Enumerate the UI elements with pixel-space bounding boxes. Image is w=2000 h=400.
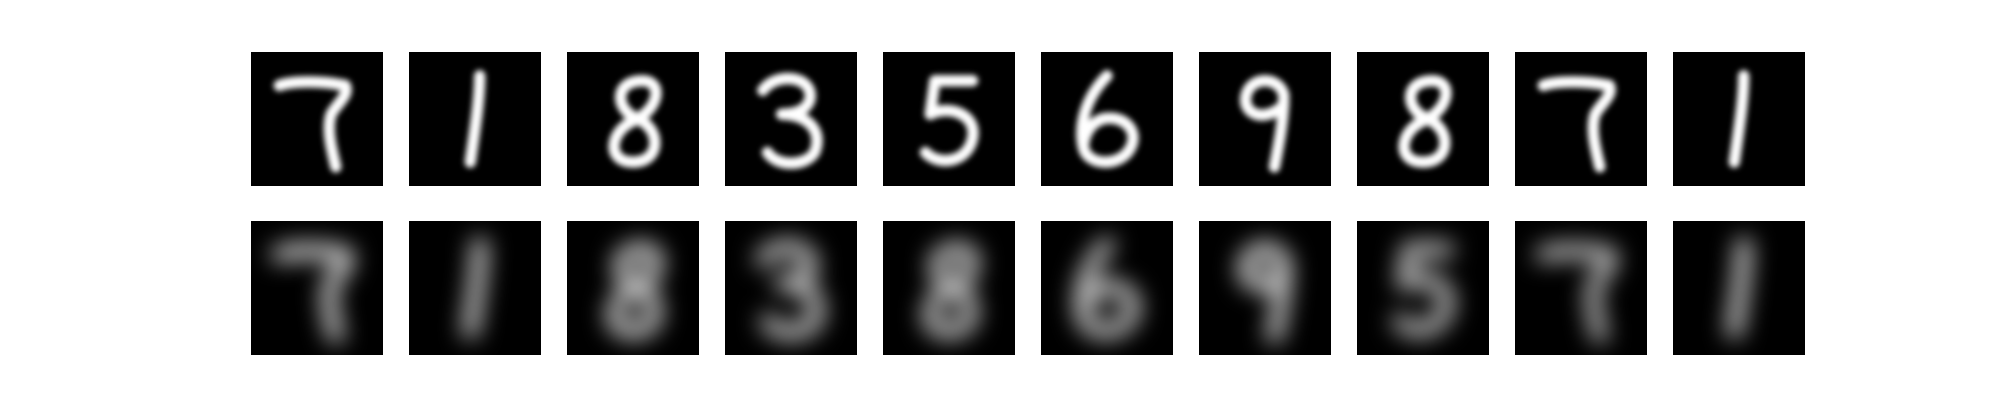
original-digit-tile-8 <box>1357 52 1489 186</box>
digit-stroke <box>273 76 352 173</box>
digit-glyph-3 <box>725 221 857 355</box>
digit-stroke-group <box>1074 237 1141 339</box>
digit-stroke <box>1726 237 1752 339</box>
reconstructed-digit-tile-2 <box>409 221 541 355</box>
digit-stroke <box>606 242 664 339</box>
digit-stroke-group <box>1537 76 1616 173</box>
reconstructed-digit-tile-10 <box>1673 221 1805 355</box>
digit-glyph-7 <box>1515 52 1647 186</box>
digit-stroke-group <box>462 237 488 339</box>
reconstructed-digit-tile-8 <box>1357 221 1489 355</box>
digit-glyph-1 <box>1673 52 1805 186</box>
digit-glyph-8 <box>567 52 699 186</box>
digit-glyph-7 <box>1515 221 1647 355</box>
digit-glyph-9 <box>1199 221 1331 355</box>
digit-stroke <box>1728 70 1750 168</box>
digit-glyph-5 <box>883 52 1015 186</box>
tile-background <box>251 221 383 355</box>
digit-stroke-group <box>271 243 354 344</box>
tile-background <box>251 52 383 186</box>
digit-stroke-group <box>1398 74 1452 168</box>
digit-stroke <box>1076 70 1139 168</box>
original-digit-tile-10 <box>1673 52 1805 186</box>
digit-stroke-group <box>1391 242 1455 338</box>
digit-glyph-3 <box>725 52 857 186</box>
original-digit-tile-3 <box>567 52 699 186</box>
original-digit-tile-2 <box>409 52 541 186</box>
digit-stroke-group <box>922 242 980 339</box>
digit-stroke-group <box>273 76 352 173</box>
digit-stroke <box>1074 237 1141 339</box>
digit-stroke-group <box>464 70 486 168</box>
original-digit-tile-1 <box>251 52 383 186</box>
digit-stroke <box>755 239 825 340</box>
original-digit-tile-7 <box>1199 52 1331 186</box>
digit-glyph-1 <box>409 52 541 186</box>
digit-stroke <box>1239 75 1290 173</box>
digit-stroke-group <box>1535 243 1618 344</box>
digit-stroke-group <box>1726 237 1752 339</box>
digit-stroke <box>464 70 486 168</box>
digit-glyph-7 <box>251 52 383 186</box>
digit-glyph-1 <box>1673 221 1805 355</box>
digit-stroke-group <box>1239 75 1290 173</box>
original-digit-tile-6 <box>1041 52 1173 186</box>
digit-stroke-group <box>606 242 664 339</box>
reconstructed-digit-tile-7 <box>1199 221 1331 355</box>
reconstructed-digit-tile-3 <box>567 221 699 355</box>
reconstructed-digit-tile-1 <box>251 221 383 355</box>
digit-glyph-7 <box>251 221 383 355</box>
digit-stroke <box>919 74 979 167</box>
reconstructed-digit-tile-4 <box>725 221 857 355</box>
digit-stroke <box>462 237 488 339</box>
digit-glyph-1 <box>409 221 541 355</box>
digit-stroke <box>608 74 662 168</box>
reconstructed-digit-tile-5 <box>883 221 1015 355</box>
digit-stroke-group <box>1238 242 1292 344</box>
digit-stroke <box>1398 74 1452 168</box>
digit-stroke-group <box>755 239 825 340</box>
original-digit-tile-5 <box>883 52 1015 186</box>
digit-stroke <box>757 72 823 169</box>
digit-stroke <box>1535 243 1618 344</box>
digit-stroke-group <box>1076 70 1139 168</box>
digit-stroke-group <box>919 74 979 167</box>
digit-stroke <box>1391 242 1455 338</box>
digit-stroke <box>271 243 354 344</box>
digit-stroke <box>1537 76 1616 173</box>
digit-glyph-8 <box>567 221 699 355</box>
digit-stroke-group <box>1728 70 1750 168</box>
digit-glyph-6 <box>1041 221 1173 355</box>
original-digit-tile-4 <box>725 52 857 186</box>
digit-glyph-8 <box>883 221 1015 355</box>
digit-glyph-9 <box>1199 52 1331 186</box>
tile-background <box>1515 221 1647 355</box>
digit-glyph-6 <box>1041 52 1173 186</box>
original-digit-tile-9 <box>1515 52 1647 186</box>
tile-background <box>1515 52 1647 186</box>
digit-glyph-8 <box>1357 52 1489 186</box>
digit-stroke-group <box>608 74 662 168</box>
digit-stroke-group <box>757 72 823 169</box>
reconstructed-digit-tile-6 <box>1041 221 1173 355</box>
digit-glyph-5 <box>1357 221 1489 355</box>
digit-stroke <box>922 242 980 339</box>
reconstructed-digit-tile-9 <box>1515 221 1647 355</box>
digit-stroke <box>1238 242 1292 344</box>
